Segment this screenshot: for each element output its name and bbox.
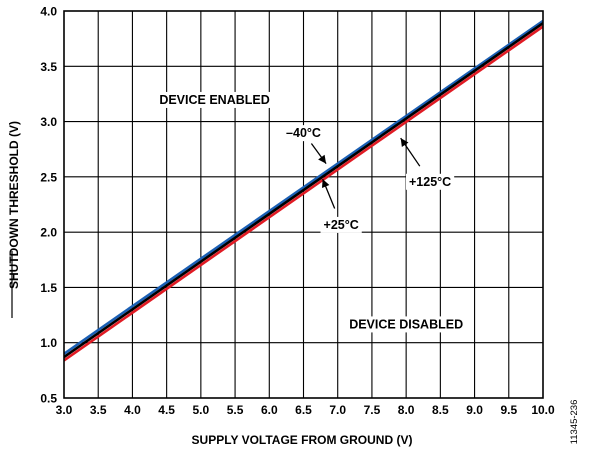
annotation-device-disabled: DEVICE DISABLED: [349, 317, 463, 331]
annotation-40-c: –40°C: [286, 126, 321, 140]
y-tick-label: 4.0: [40, 5, 57, 19]
x-tick-label: 6.0: [261, 403, 278, 417]
x-tick-label: 9.5: [500, 403, 517, 417]
x-tick-label: 8.0: [398, 403, 415, 417]
x-tick-label: 10.0: [531, 403, 555, 417]
label-bg-device-enabled: [156, 91, 273, 108]
label-bg-25-c: [320, 216, 362, 233]
figure-id: 11345-236: [569, 400, 580, 445]
x-tick-label: 7.5: [364, 403, 381, 417]
x-tick-label: 3.5: [90, 403, 107, 417]
y-tick-label: 3.5: [40, 60, 57, 74]
series-layer: [64, 19, 543, 362]
x-tick-label: 3.0: [56, 403, 73, 417]
x-tick-label: 6.5: [295, 403, 312, 417]
annotation-25-c: +25°C: [324, 218, 359, 232]
y-tick-label: 0.5: [40, 392, 57, 406]
y-tick-label: 2.0: [40, 226, 57, 240]
grid-layer: [64, 11, 543, 398]
series-line-125Cc: [64, 25, 543, 362]
x-tick-label: 5.0: [193, 403, 210, 417]
series-line-40Cc: [64, 19, 543, 355]
x-tick-label: 9.0: [466, 403, 483, 417]
x-tick-label: 4.5: [158, 403, 175, 417]
arrowhead-40-c: [318, 154, 327, 164]
y-tick-label: 1.0: [40, 336, 57, 350]
x-tick-label: 7.0: [329, 403, 346, 417]
label-bg-device-disabled: [346, 316, 467, 333]
x-tick-label: 8.5: [432, 403, 449, 417]
x-tick-labels: 3.0 3.5 4.0 4.5 5.0 5.5 6.0 6.5 7.0 7.5 8.0 8.5 9.0 9…: [56, 403, 555, 417]
y-axis-title: SHUTDOWN THRESHOLD (V): [7, 121, 21, 289]
x-axis-title: SUPPLY VOLTAGE FROM GROUND (V): [192, 433, 413, 447]
annotations: DEVICE ENABLED DEVICE DISABLED –40°C +25°C +…: [156, 91, 467, 333]
x-tick-label: 4.0: [124, 403, 141, 417]
plot-border: [63, 10, 544, 399]
y-tick-label: 1.5: [40, 281, 57, 295]
y-tick-label: 2.5: [40, 170, 57, 184]
series-line-25Cc: [64, 22, 543, 359]
y-tick-label: 3.0: [40, 115, 57, 129]
plot-frame: [63, 10, 544, 399]
y-tick-labels: 0.5 1.0 1.5 2.0 2.5 3.0 3.5 4.0: [40, 5, 57, 406]
arrowhead-125-c: [400, 138, 409, 148]
x-tick-label: 5.5: [227, 403, 244, 417]
label-bg-40-c: [283, 125, 324, 142]
annotation-device-enabled: DEVICE ENABLED: [159, 93, 269, 107]
annotation-125-c: +125°C: [409, 175, 451, 189]
label-bg-125-c: [405, 173, 455, 190]
arrowhead-25-c: [321, 179, 330, 188]
